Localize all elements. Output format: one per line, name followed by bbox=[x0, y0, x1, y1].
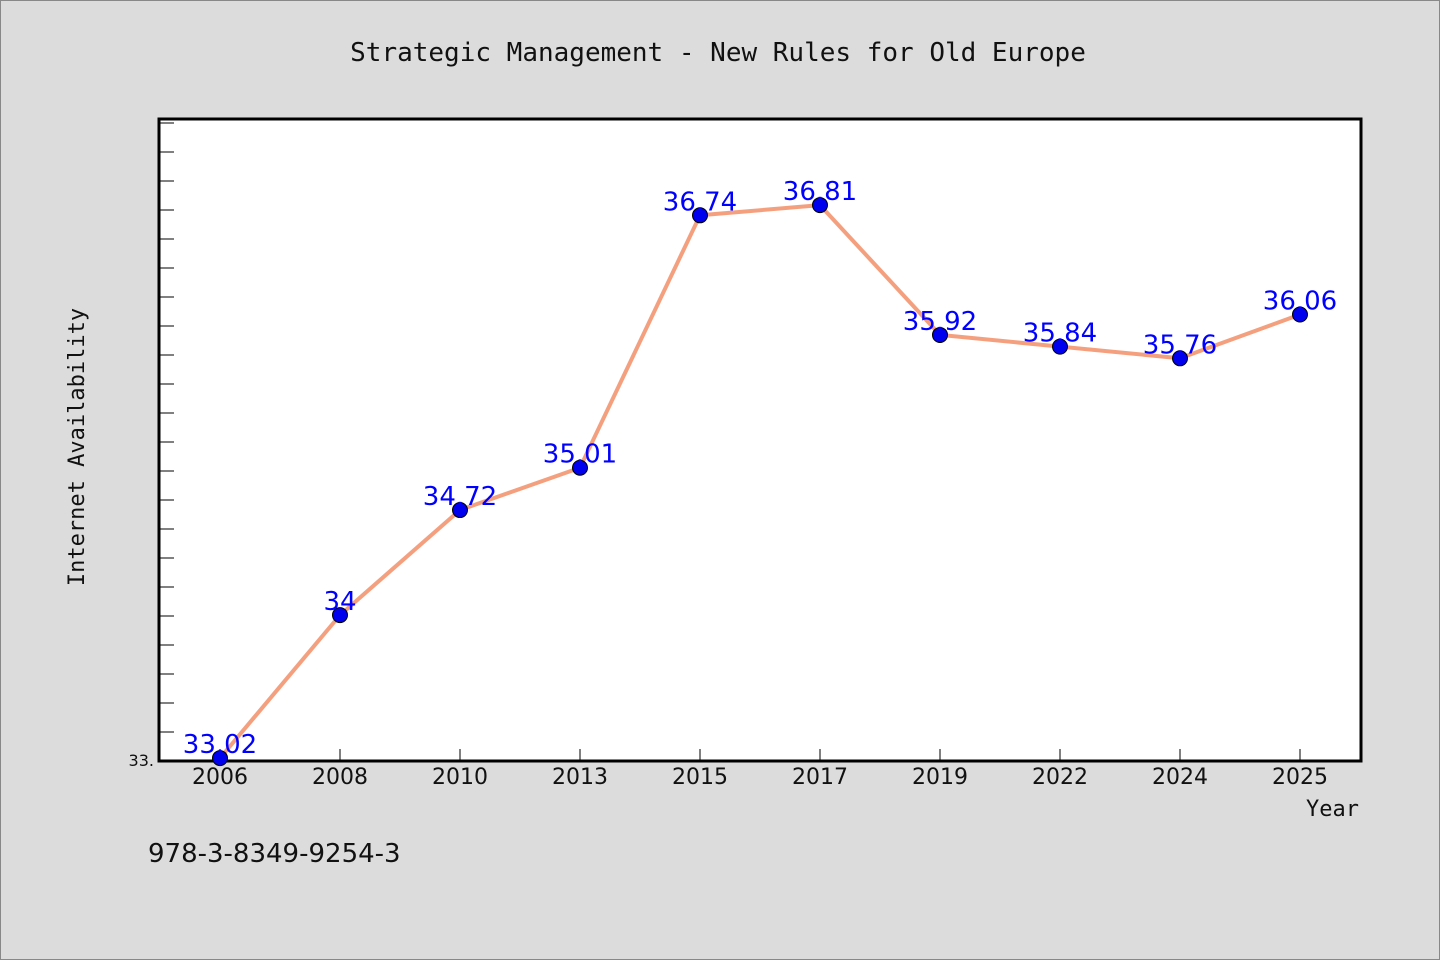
data-label: 35.76 bbox=[1143, 330, 1217, 360]
data-point bbox=[812, 197, 828, 214]
data-label: 36.06 bbox=[1263, 287, 1337, 317]
data-label: 33.02 bbox=[183, 730, 257, 760]
x-tick-label: 2024 bbox=[1152, 765, 1208, 790]
x-tick-label: 2010 bbox=[432, 765, 488, 790]
series-line bbox=[218, 203, 1302, 761]
data-point bbox=[1172, 350, 1188, 367]
x-tick-label: 2019 bbox=[912, 765, 968, 790]
plot-area bbox=[157, 117, 1363, 763]
x-tick-label: 2013 bbox=[552, 765, 608, 790]
data-point bbox=[932, 326, 948, 343]
chart-title: Strategic Management - New Rules for Old… bbox=[350, 38, 1086, 68]
x-axis-tick-labels: 2006 2008 2010 2013 2015 2017 2019 2022 2024 2025 bbox=[192, 765, 1328, 790]
data-point bbox=[692, 207, 708, 224]
data-point bbox=[1052, 338, 1068, 355]
x-tick-label: 2006 bbox=[192, 765, 248, 790]
isbn-text: 978-3-8349-9254-3 bbox=[148, 839, 401, 869]
data-label: 36.74 bbox=[663, 187, 737, 217]
data-point bbox=[572, 459, 588, 476]
data-label: 34.72 bbox=[423, 482, 497, 512]
data-point bbox=[1292, 306, 1308, 323]
data-label: 35.92 bbox=[903, 307, 977, 337]
x-tick-label: 2025 bbox=[1272, 765, 1328, 790]
x-tick-label: 2015 bbox=[672, 765, 728, 790]
data-label: 36.81 bbox=[783, 177, 857, 207]
data-point bbox=[212, 750, 228, 767]
y-tick-label: 33. bbox=[129, 751, 154, 770]
data-label: 35.01 bbox=[543, 440, 617, 470]
x-tick-label: 2022 bbox=[1032, 765, 1088, 790]
data-point bbox=[452, 502, 468, 519]
data-label: 35.84 bbox=[1023, 319, 1097, 349]
data-point bbox=[332, 607, 348, 624]
data-label: 34 bbox=[323, 587, 356, 617]
y-axis-label: Internet Availability bbox=[65, 308, 90, 586]
data-labels: 33.02 34 34.72 35.01 36.74 36.81 35.92 35.84 35.… bbox=[183, 177, 1337, 760]
x-axis-label: Year bbox=[1306, 797, 1359, 822]
y-axis-ticks bbox=[159, 122, 174, 733]
x-tick-label: 2008 bbox=[312, 765, 368, 790]
x-tick-label: 2017 bbox=[792, 765, 848, 790]
data-markers bbox=[212, 197, 1308, 767]
